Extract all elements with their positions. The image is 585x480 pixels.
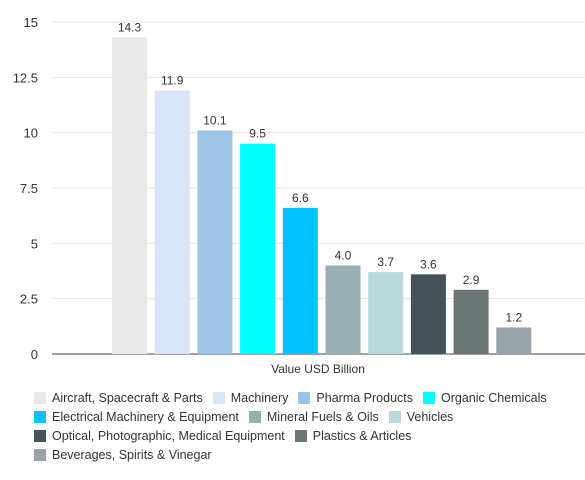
bars bbox=[112, 37, 532, 354]
legend-item[interactable]: Machinery bbox=[212, 390, 289, 406]
data-label: 2.9 bbox=[463, 273, 480, 287]
data-label: 6.6 bbox=[292, 191, 309, 205]
legend-swatch bbox=[34, 392, 46, 404]
bar[interactable] bbox=[154, 90, 190, 354]
bar[interactable] bbox=[453, 289, 489, 354]
data-label: 4.0 bbox=[335, 248, 352, 262]
legend-item[interactable]: Pharma Products bbox=[298, 390, 413, 406]
legend: Aircraft, Spacecraft & Parts Machinery Pha… bbox=[34, 390, 582, 463]
y-axis-ticks: 0 2.5 5 7.5 10 12.5 15 bbox=[13, 15, 38, 362]
legend-label: Mineral Fuels & Oils bbox=[266, 410, 379, 424]
legend-swatch bbox=[34, 411, 46, 423]
bar[interactable] bbox=[112, 37, 147, 354]
legend-label: Plastics & Articles bbox=[312, 429, 412, 443]
bar[interactable] bbox=[325, 265, 361, 354]
data-label: 11.9 bbox=[161, 74, 184, 88]
bar[interactable] bbox=[496, 327, 532, 354]
legend-label: Beverages, Spirits & Vinegar bbox=[52, 448, 212, 462]
legend-label: Organic Chemicals bbox=[441, 391, 547, 405]
legend-item[interactable]: Organic Chemicals bbox=[423, 390, 547, 406]
data-label: 9.5 bbox=[249, 127, 266, 141]
legend-label: Electrical Machinery & Equipment bbox=[52, 410, 239, 424]
legend-swatch bbox=[212, 392, 225, 404]
legend-swatch bbox=[298, 392, 311, 404]
legend-item[interactable]: Vehicles bbox=[388, 409, 454, 425]
data-label: 3.7 bbox=[377, 255, 394, 269]
legend-swatch bbox=[423, 392, 435, 404]
legend-swatch bbox=[34, 430, 46, 442]
data-label: 3.6 bbox=[420, 257, 437, 271]
bar[interactable] bbox=[282, 207, 318, 354]
data-label: 14.3 bbox=[118, 20, 142, 34]
y-tick-label: 10 bbox=[24, 126, 38, 141]
y-tick-label: 5 bbox=[31, 236, 38, 251]
data-labels: 14.3 11.9 10.1 9.5 6.6 4.0 3.7 3.6 2.9 1.2 bbox=[118, 20, 523, 324]
legend-label: Machinery bbox=[230, 391, 289, 405]
legend-swatch bbox=[248, 411, 261, 423]
legend-label: Vehicles bbox=[406, 410, 454, 424]
y-tick-label: 2.5 bbox=[20, 292, 38, 307]
legend-swatch bbox=[294, 430, 307, 442]
legend-item[interactable]: Electrical Machinery & Equipment bbox=[34, 409, 239, 425]
legend-item[interactable]: Plastics & Articles bbox=[294, 428, 412, 444]
y-tick-label: 12.5 bbox=[13, 70, 38, 85]
bar[interactable] bbox=[410, 274, 446, 354]
legend-item[interactable]: Mineral Fuels & Oils bbox=[248, 409, 379, 425]
data-label: 10.1 bbox=[203, 113, 227, 127]
legend-swatch bbox=[388, 411, 401, 423]
bar[interactable] bbox=[197, 130, 233, 354]
legend-label: Aircraft, Spacecraft & Parts bbox=[52, 391, 203, 405]
legend-item[interactable]: Aircraft, Spacecraft & Parts bbox=[34, 390, 203, 406]
legend-item[interactable]: Beverages, Spirits & Vinegar bbox=[34, 447, 212, 463]
legend-swatch bbox=[34, 449, 46, 461]
data-label: 1.2 bbox=[505, 310, 522, 324]
bar-chart: 0 2.5 5 7.5 10 12.5 15 14.3 11.9 10.1 9.5 6.6 4.0 3.… bbox=[13, 15, 585, 376]
y-tick-label: 0 bbox=[31, 347, 38, 362]
y-tick-label: 15 bbox=[24, 15, 38, 30]
bar[interactable] bbox=[240, 143, 276, 354]
legend-item[interactable]: Optical, Photographic, Medical Equipment bbox=[34, 428, 285, 444]
x-axis-label: Value USD Billion bbox=[271, 362, 365, 376]
legend-label: Pharma Products bbox=[316, 391, 413, 405]
bar[interactable] bbox=[368, 272, 404, 354]
legend-label: Optical, Photographic, Medical Equipment bbox=[52, 429, 285, 443]
y-tick-label: 7.5 bbox=[20, 181, 38, 196]
